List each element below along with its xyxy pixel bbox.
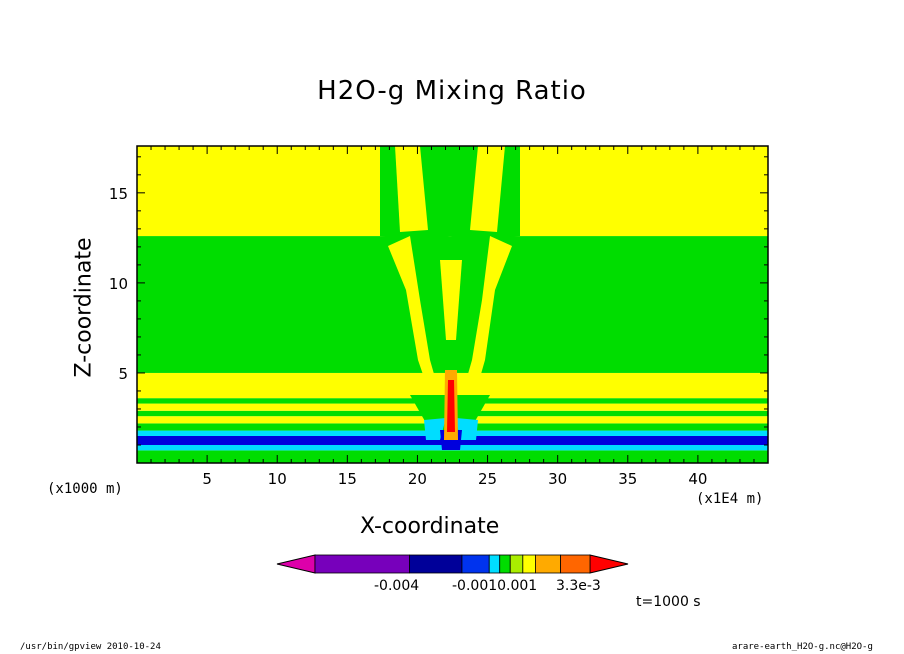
colorbar-low-triangle xyxy=(276,554,316,574)
y-tick-label: 5 xyxy=(118,365,128,383)
colorbar xyxy=(276,554,629,574)
colorbar-swatch xyxy=(488,554,501,574)
plume-upper-yellow-right xyxy=(470,146,505,232)
colorbar-swatch xyxy=(314,554,410,574)
plume-upper-yellow-left xyxy=(395,146,428,232)
x-unit-right: (x1E4 m) xyxy=(696,491,764,507)
axis-ticks: 5 10 15 20 25 30 35 40 5 10 15 xyxy=(109,146,768,488)
central-plume xyxy=(380,146,520,450)
colorbar-swatch xyxy=(560,554,591,574)
x-tick-label: 35 xyxy=(618,470,637,488)
x-tick-label: 15 xyxy=(338,470,357,488)
colorbar-high-triangle xyxy=(589,554,629,574)
plume-red-column xyxy=(447,380,455,432)
colorbar-swatch xyxy=(509,554,524,574)
colorbar-label-1: -0.0010.001 xyxy=(452,578,538,594)
y-tick-label: 15 xyxy=(109,185,128,203)
y-tick-label: 10 xyxy=(109,275,128,293)
x-tick-label: 25 xyxy=(478,470,497,488)
footer-left: /usr/bin/gpview 2010-10-24 xyxy=(20,642,161,652)
colorbar-swatch xyxy=(522,554,536,574)
plume-core-yellow xyxy=(440,260,462,340)
x-tick-label: 10 xyxy=(268,470,287,488)
x-tick-label: 40 xyxy=(688,470,707,488)
plot-frame xyxy=(136,145,769,464)
x-tick-label: 30 xyxy=(548,470,567,488)
colorbar-label-0: -0.004 xyxy=(374,578,420,594)
colorbar-label-2: 3.3e-3 xyxy=(556,578,601,594)
chart-title: H2O-g Mixing Ratio xyxy=(317,76,587,106)
x-tick-label: 5 xyxy=(202,470,212,488)
time-label: t=1000 s xyxy=(636,594,701,610)
colorbar-swatch xyxy=(461,554,490,574)
x-axis-label: X-coordinate xyxy=(360,514,500,539)
colorbar-swatch xyxy=(499,554,511,574)
plume-mid-yellow xyxy=(388,236,512,395)
colorbar-swatch xyxy=(409,554,463,574)
x-unit-left: (x1000 m) xyxy=(47,481,123,497)
colorbar-swatch xyxy=(535,554,562,574)
y-axis-label: Z-coordinate xyxy=(71,237,97,378)
band-0 xyxy=(137,450,768,463)
x-tick-label: 20 xyxy=(408,470,427,488)
footer-right: arare-earth_H2O-g.nc@H2O-g xyxy=(732,642,873,652)
